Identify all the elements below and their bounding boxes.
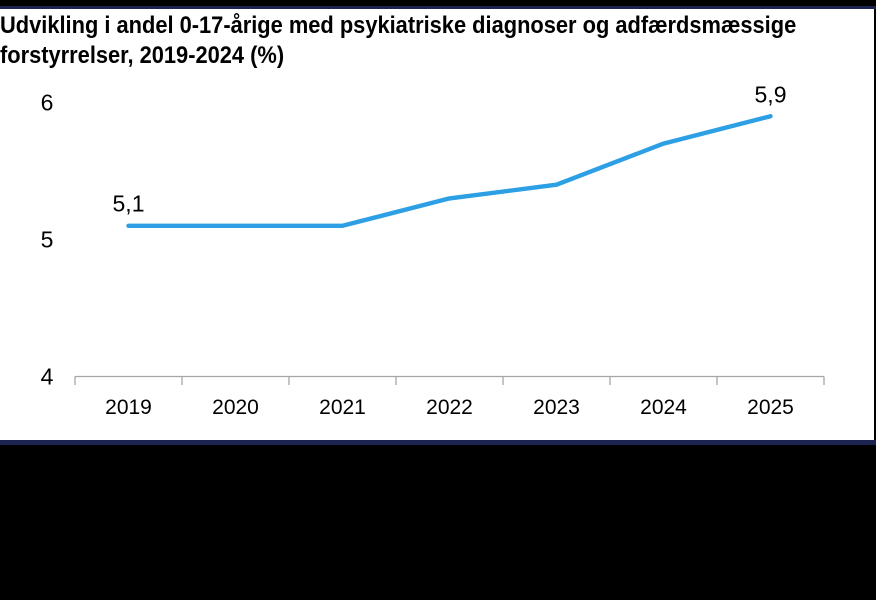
chart-title-line-2: forstyrrelser, 2019-2024 (%) (0, 42, 285, 69)
letterbox-top-bar (0, 0, 876, 6)
chart-title: Udvikling i andel 0-17-årige med psykiat… (0, 11, 796, 71)
x-axis-label: 2020 (212, 395, 259, 419)
slide-top-accent-bar (0, 6, 876, 9)
y-axis-label: 4 (40, 363, 54, 389)
data-label: 5,9 (754, 81, 787, 108)
chart-title-line-1: Udvikling i andel 0-17-årige med psykiat… (0, 12, 797, 39)
x-axis-label: 2023 (533, 395, 580, 419)
line-chart (74, 113, 825, 385)
y-axis-label: 6 (40, 89, 54, 115)
y-axis-label: 5 (40, 226, 54, 252)
x-axis-label: 2025 (747, 395, 794, 419)
data-label: 5,1 (112, 190, 145, 217)
x-axis-label: 2024 (640, 395, 687, 419)
x-axis-label: 2019 (105, 395, 152, 419)
letterbox-bottom-panel (0, 445, 876, 600)
x-axis-label: 2022 (426, 395, 473, 419)
slide-bottom-accent-bar (0, 440, 876, 445)
x-axis-label: 2021 (319, 395, 366, 419)
data-series-line (126, 113, 773, 229)
slide-canvas: Udvikling i andel 0-17-årige med psykiat… (0, 9, 876, 440)
slide-right-border (874, 9, 876, 440)
